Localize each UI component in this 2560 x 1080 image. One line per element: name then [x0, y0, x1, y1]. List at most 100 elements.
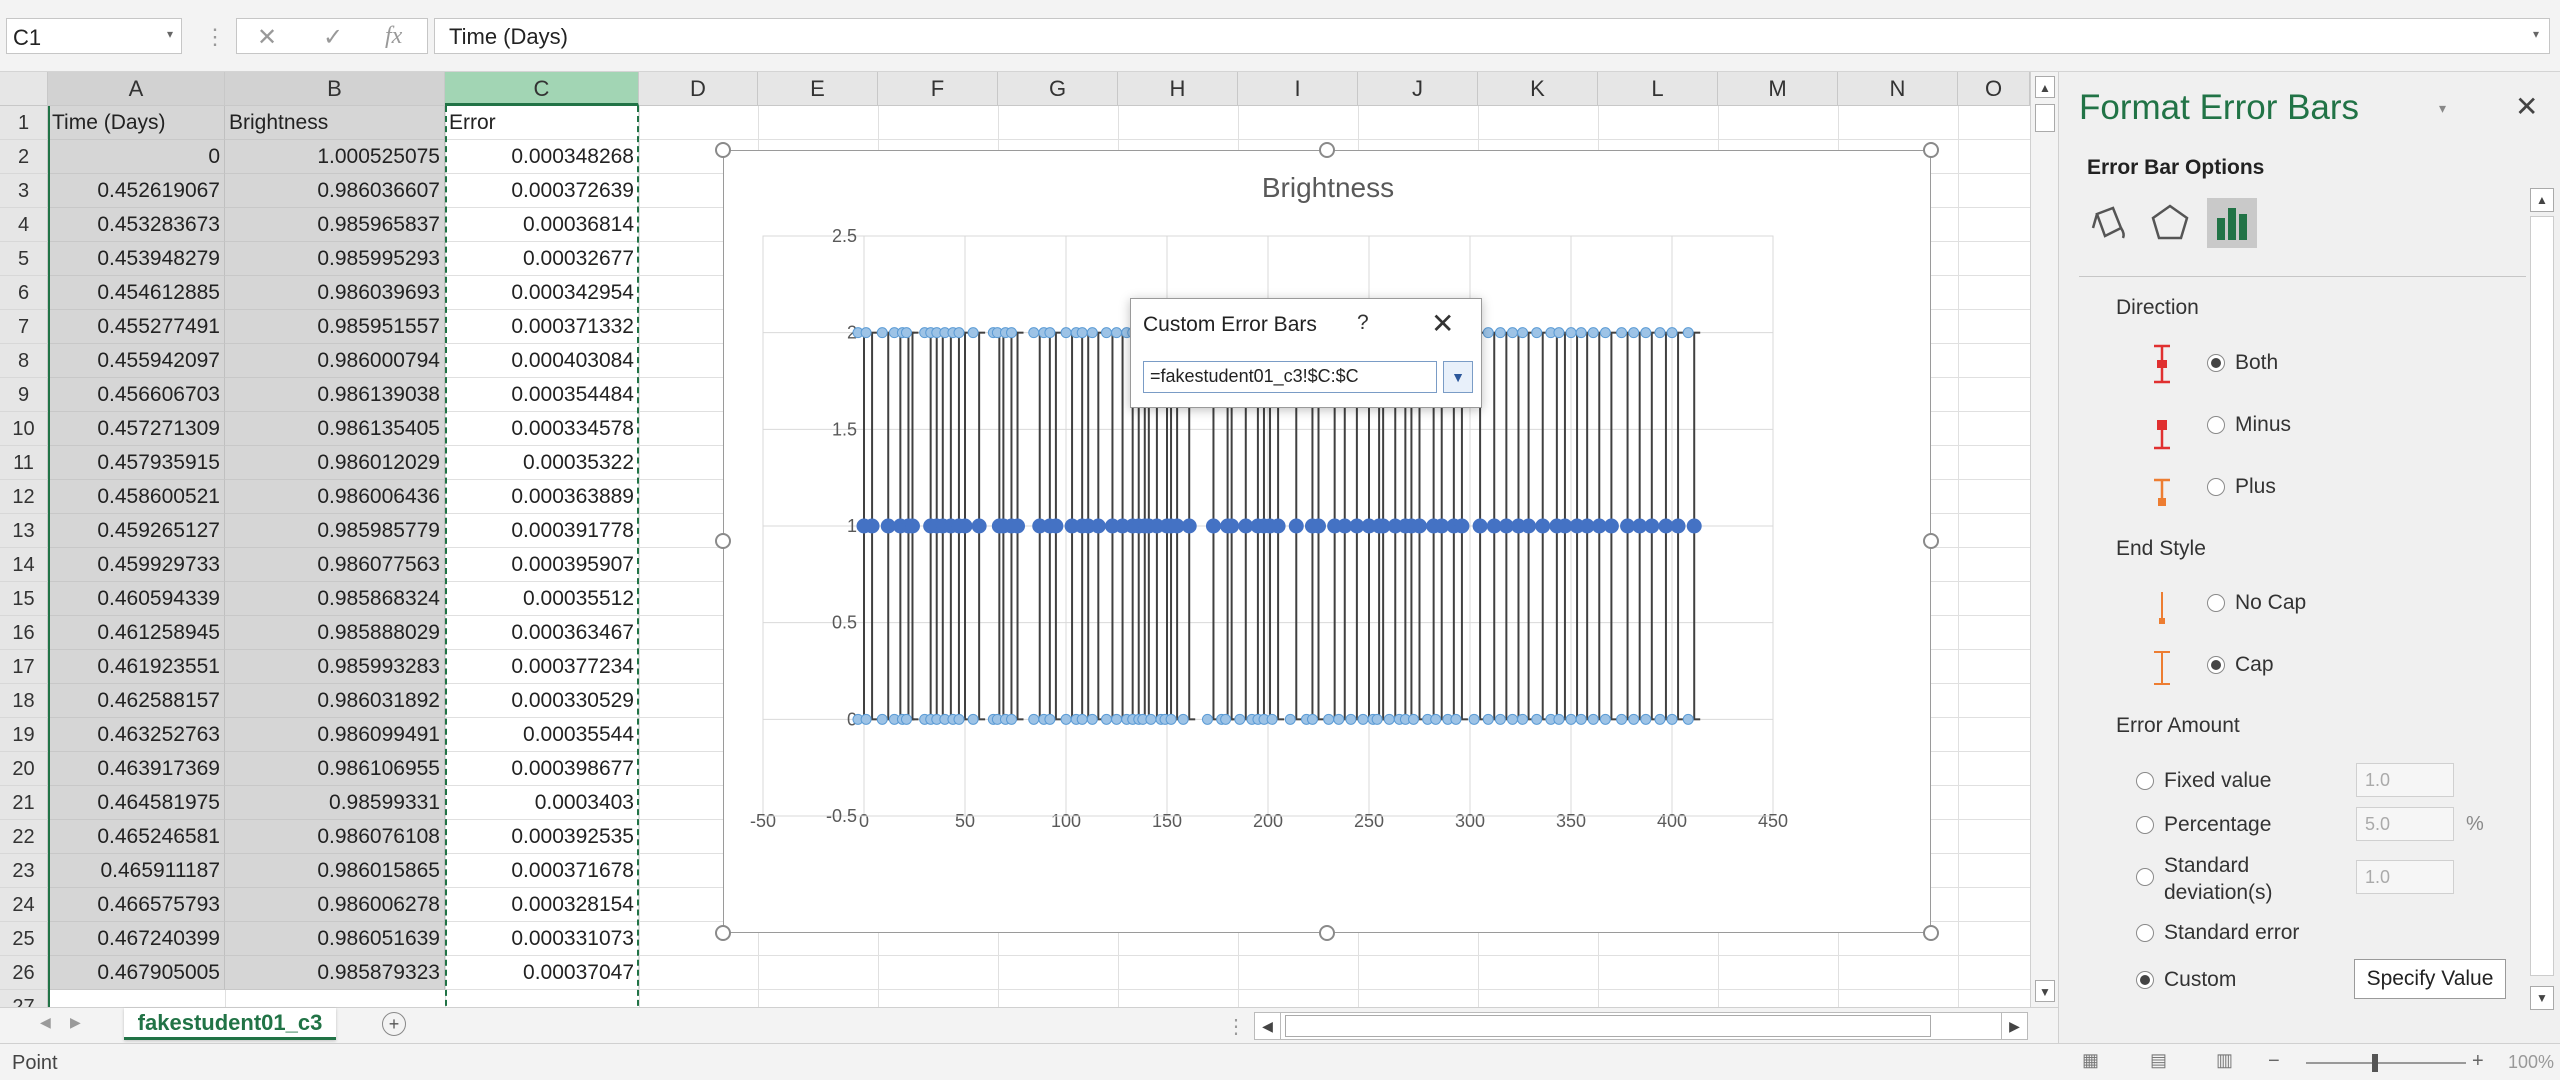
data-cell[interactable]: 0.98599331	[225, 786, 445, 820]
data-cell[interactable]: 0.453948279	[48, 242, 225, 276]
scroll-down-icon[interactable]: ▼	[2530, 986, 2554, 1010]
scroll-right-icon[interactable]: ▶	[2001, 1013, 2027, 1039]
data-cell[interactable]: 0.986006278	[225, 888, 445, 922]
data-cell[interactable]: 0.464581975	[48, 786, 225, 820]
data-cell[interactable]: 0.453283673	[48, 208, 225, 242]
pane-scroll-thumb[interactable]	[2530, 216, 2554, 976]
data-cell[interactable]: 0.461258945	[48, 616, 225, 650]
error-bar-options-label[interactable]: Error Bar Options	[2087, 156, 2265, 179]
data-cell[interactable]: 0.986106955	[225, 752, 445, 786]
vertical-scrollbar[interactable]: ▲ ▼	[2030, 72, 2058, 1007]
horizontal-scrollbar[interactable]: ◀ ▶	[1254, 1012, 2028, 1040]
data-cell[interactable]: 1.000525075	[225, 140, 445, 174]
page-layout-icon[interactable]: ▤	[2150, 1050, 2168, 1070]
data-cell[interactable]: 0.458600521	[48, 480, 225, 514]
data-cell[interactable]: 0.985879323	[225, 956, 445, 990]
collapse-dialog-icon[interactable]: ▼	[1443, 361, 1473, 393]
data-cell[interactable]: 0.985995293	[225, 242, 445, 276]
zoom-in-icon[interactable]: +	[2472, 1050, 2484, 1072]
no-cap-radio[interactable]	[2207, 594, 2225, 612]
data-cell[interactable]: 0.986012029	[225, 446, 445, 480]
data-cell[interactable]: 0.467905005	[48, 956, 225, 990]
data-cell[interactable]: 0.985951557	[225, 310, 445, 344]
close-icon[interactable]: ✕	[2515, 91, 2539, 122]
percentage-label[interactable]: Percentage	[2164, 813, 2272, 836]
data-cell[interactable]: 0.985965837	[225, 208, 445, 242]
data-cell[interactable]: 0.985993283	[225, 650, 445, 684]
data-cell[interactable]: 0.986099491	[225, 718, 445, 752]
data-cell[interactable]: 0.459929733	[48, 548, 225, 582]
data-cell[interactable]: 0.461923551	[48, 650, 225, 684]
row-header[interactable]: 14	[0, 548, 48, 582]
column-header-c[interactable]: C	[445, 72, 639, 106]
data-cell[interactable]: 0.985888029	[225, 616, 445, 650]
row-header[interactable]: 7	[0, 310, 48, 344]
row-header[interactable]: 3	[0, 174, 48, 208]
direction-both-label[interactable]: Both	[2235, 351, 2279, 374]
data-cell[interactable]: 0.457271309	[48, 412, 225, 446]
direction-plus-radio[interactable]	[2207, 478, 2225, 496]
chevron-down-icon[interactable]: ▾	[2439, 100, 2447, 116]
formula-input[interactable]: Time (Days) ▾	[434, 18, 2550, 54]
data-cell[interactable]: 0.462588157	[48, 684, 225, 718]
cap-radio[interactable]	[2207, 656, 2225, 674]
bar-chart-options-icon[interactable]	[2207, 198, 2257, 248]
scroll-left-icon[interactable]: ◀	[1255, 1013, 1281, 1039]
data-cell[interactable]: 0.986006436	[225, 480, 445, 514]
row-header[interactable]: 8	[0, 344, 48, 378]
chart-area[interactable]: Brightness -50 0 50 100 150 200 250 300 350 400 450…	[723, 150, 1931, 933]
pane-scrollbar[interactable]: ▲ ▼	[2526, 180, 2558, 1018]
direction-plus-label[interactable]: Plus	[2235, 475, 2276, 498]
column-header-m[interactable]: M	[1718, 72, 1838, 106]
data-cell[interactable]: 0.454612885	[48, 276, 225, 310]
resize-handle-top-right[interactable]	[1923, 142, 1939, 158]
row-header[interactable]: 18	[0, 684, 48, 718]
add-sheet-icon[interactable]: +	[382, 1012, 406, 1036]
column-header-l[interactable]: L	[1598, 72, 1718, 106]
header-cell-a[interactable]: Time (Days)	[48, 106, 225, 140]
data-cell[interactable]: 0.456606703	[48, 378, 225, 412]
resize-handle-bottom[interactable]	[1319, 925, 1335, 941]
custom-radio[interactable]	[2136, 971, 2154, 989]
standard-error-label[interactable]: Standard error	[2164, 921, 2300, 944]
hscroll-thumb[interactable]	[1285, 1015, 1931, 1037]
no-cap-label[interactable]: No Cap	[2235, 591, 2307, 614]
sheet-tab[interactable]: fakestudent01_c3	[124, 1008, 336, 1040]
fixed-value-radio[interactable]	[2136, 772, 2154, 790]
column-header-f[interactable]: F	[878, 72, 998, 106]
drag-handle-icon[interactable]: ⋮	[204, 24, 226, 49]
data-cell[interactable]: 0.986076108	[225, 820, 445, 854]
data-cell[interactable]: 0.986139038	[225, 378, 445, 412]
column-header-d[interactable]: D	[639, 72, 758, 106]
scatter-chart[interactable]: Brightness -50 0 50 100 150 200 250 300 350 400 450…	[724, 151, 1932, 934]
name-box[interactable]: C1 ▾	[6, 18, 182, 54]
column-header-k[interactable]: K	[1478, 72, 1598, 106]
data-cell[interactable]: 0.463917369	[48, 752, 225, 786]
data-cell[interactable]: 0.466575793	[48, 888, 225, 922]
row-header[interactable]: 25	[0, 922, 48, 956]
data-cell[interactable]: 0.985985779	[225, 514, 445, 548]
column-header-h[interactable]: H	[1118, 72, 1238, 106]
row-header[interactable]: 1	[0, 106, 48, 140]
data-cell[interactable]: 0.986036607	[225, 174, 445, 208]
data-cell[interactable]: 0.460594339	[48, 582, 225, 616]
data-cell[interactable]: 0.986031892	[225, 684, 445, 718]
zoom-slider[interactable]	[2306, 1062, 2466, 1064]
standard-error-radio[interactable]	[2136, 924, 2154, 942]
row-header[interactable]: 23	[0, 854, 48, 888]
row-header[interactable]: 16	[0, 616, 48, 650]
scroll-down-icon[interactable]: ▼	[2035, 980, 2055, 1002]
chevron-down-icon[interactable]: ▾	[2532, 27, 2539, 41]
std-dev-input[interactable]: 1.0	[2356, 860, 2454, 894]
cancel-icon[interactable]: ✕	[257, 24, 278, 51]
data-cell[interactable]: 0.986135405	[225, 412, 445, 446]
scroll-thumb[interactable]	[2035, 104, 2055, 132]
row-header[interactable]: 5	[0, 242, 48, 276]
data-cell[interactable]: 0.986039693	[225, 276, 445, 310]
fixed-value-label[interactable]: Fixed value	[2164, 769, 2272, 792]
next-sheet-icon[interactable]: ▶	[70, 1014, 81, 1030]
resize-handle-right[interactable]	[1923, 533, 1939, 549]
zoom-slider-knob[interactable]	[2372, 1054, 2378, 1072]
resize-handle-bottom-left[interactable]	[715, 925, 731, 941]
close-icon[interactable]: ✕	[1431, 308, 1455, 339]
